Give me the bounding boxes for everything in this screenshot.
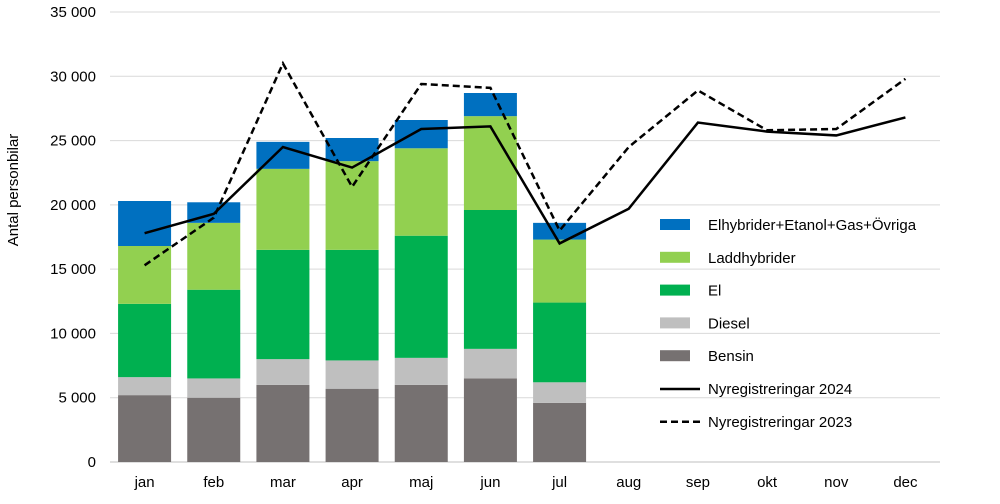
legend-label: Bensin (708, 348, 754, 365)
x-tick-label: jun (479, 474, 500, 491)
bar-segment-diesel (118, 377, 172, 396)
legend-swatch (660, 350, 690, 362)
bar-segment-elhybrider-etanol-gas-vriga (325, 138, 379, 162)
legend-swatch (660, 317, 690, 329)
bar-segment-elhybrider-etanol-gas-vriga (118, 201, 172, 246)
legend-swatch (660, 284, 690, 296)
line-nyregistreringar-2024 (144, 116, 906, 246)
x-tick-label: jul (551, 474, 567, 491)
bar-segment-laddhybrider (463, 116, 517, 210)
y-tick-label: 5 000 (58, 390, 96, 407)
bar-segment-bensin (463, 378, 517, 462)
y-axis-title: Antal personbilar (5, 134, 22, 247)
bar-segment-bensin (325, 388, 379, 462)
x-axis: jan feb mar apr maj jun jul aug sep okt nov dec (134, 474, 918, 491)
bar-segment-bensin (533, 402, 587, 462)
x-tick-label: maj (409, 474, 433, 491)
bar-segment-bensin (394, 384, 448, 462)
bar-series (118, 93, 587, 462)
legend-label: Elhybrider+Etanol+Gas+Övriga (708, 216, 917, 234)
bar-segment-laddhybrider (256, 168, 310, 250)
bar-segment-el (256, 249, 310, 360)
bar-segment-bensin (187, 397, 241, 462)
line-series (143, 60, 907, 267)
y-tick-label: 10 000 (50, 325, 96, 342)
bar-segment-el (187, 289, 241, 379)
bar-segment-bensin (118, 395, 172, 462)
bar-segment-bensin (256, 384, 310, 462)
x-tick-label: okt (757, 474, 778, 491)
bar-segment-diesel (325, 360, 379, 389)
bar-segment-diesel (463, 348, 517, 379)
x-tick-label: mar (270, 474, 296, 491)
x-tick-label: jan (134, 474, 155, 491)
x-tick-label: apr (341, 474, 363, 491)
bar-segment-elhybrider-etanol-gas-vriga (394, 120, 448, 149)
legend-label: Nyregistreringar 2023 (708, 414, 852, 431)
bar-segment-el (533, 302, 587, 383)
legend-swatch (660, 251, 690, 263)
legend-swatch (660, 219, 690, 230)
bar-segment-elhybrider-etanol-gas-vriga (533, 222, 587, 240)
y-tick-label: 0 (88, 454, 96, 471)
x-tick-label: dec (893, 474, 918, 491)
y-tick-label: 30 000 (50, 68, 96, 85)
bar-segment-diesel (256, 359, 310, 385)
x-tick-label: feb (203, 474, 224, 491)
y-tick-label: 25 000 (50, 133, 96, 150)
bar-segment-elhybrider-etanol-gas-vriga (463, 93, 517, 117)
y-tick-label: 15 000 (50, 261, 96, 278)
legend-label: El (708, 283, 721, 300)
bar-segment-laddhybrider (187, 222, 241, 290)
x-tick-label: aug (616, 474, 641, 491)
line-nyregistreringar-2023 (143, 60, 907, 267)
bar-segment-diesel (533, 382, 587, 403)
bar-segment-el (463, 210, 517, 349)
bar-segment-el (394, 235, 448, 358)
y-axis: 0 5 000 10 000 15 000 20 000 25 000 30 000 35 0… (50, 4, 96, 471)
legend-label: Nyregistreringar 2024 (708, 381, 852, 398)
legend-label: Diesel (708, 315, 750, 332)
y-tick-label: 35 000 (50, 4, 96, 21)
legend-label: Laddhybrider (708, 250, 796, 267)
bar-segment-laddhybrider (394, 148, 448, 236)
bar-segment-el (325, 249, 379, 361)
bar-segment-laddhybrider (533, 239, 587, 303)
x-tick-label: nov (824, 474, 849, 491)
x-tick-label: sep (686, 474, 710, 491)
bar-segment-el (118, 303, 172, 378)
bar-segment-diesel (394, 357, 448, 385)
y-tick-label: 20 000 (50, 197, 96, 214)
legend: Elhybrider+Etanol+Gas+Övriga Laddhybrider… (660, 216, 917, 431)
bar-segment-diesel (187, 378, 241, 398)
bar-segment-laddhybrider (118, 246, 172, 304)
bar-segment-laddhybrider (325, 161, 379, 250)
